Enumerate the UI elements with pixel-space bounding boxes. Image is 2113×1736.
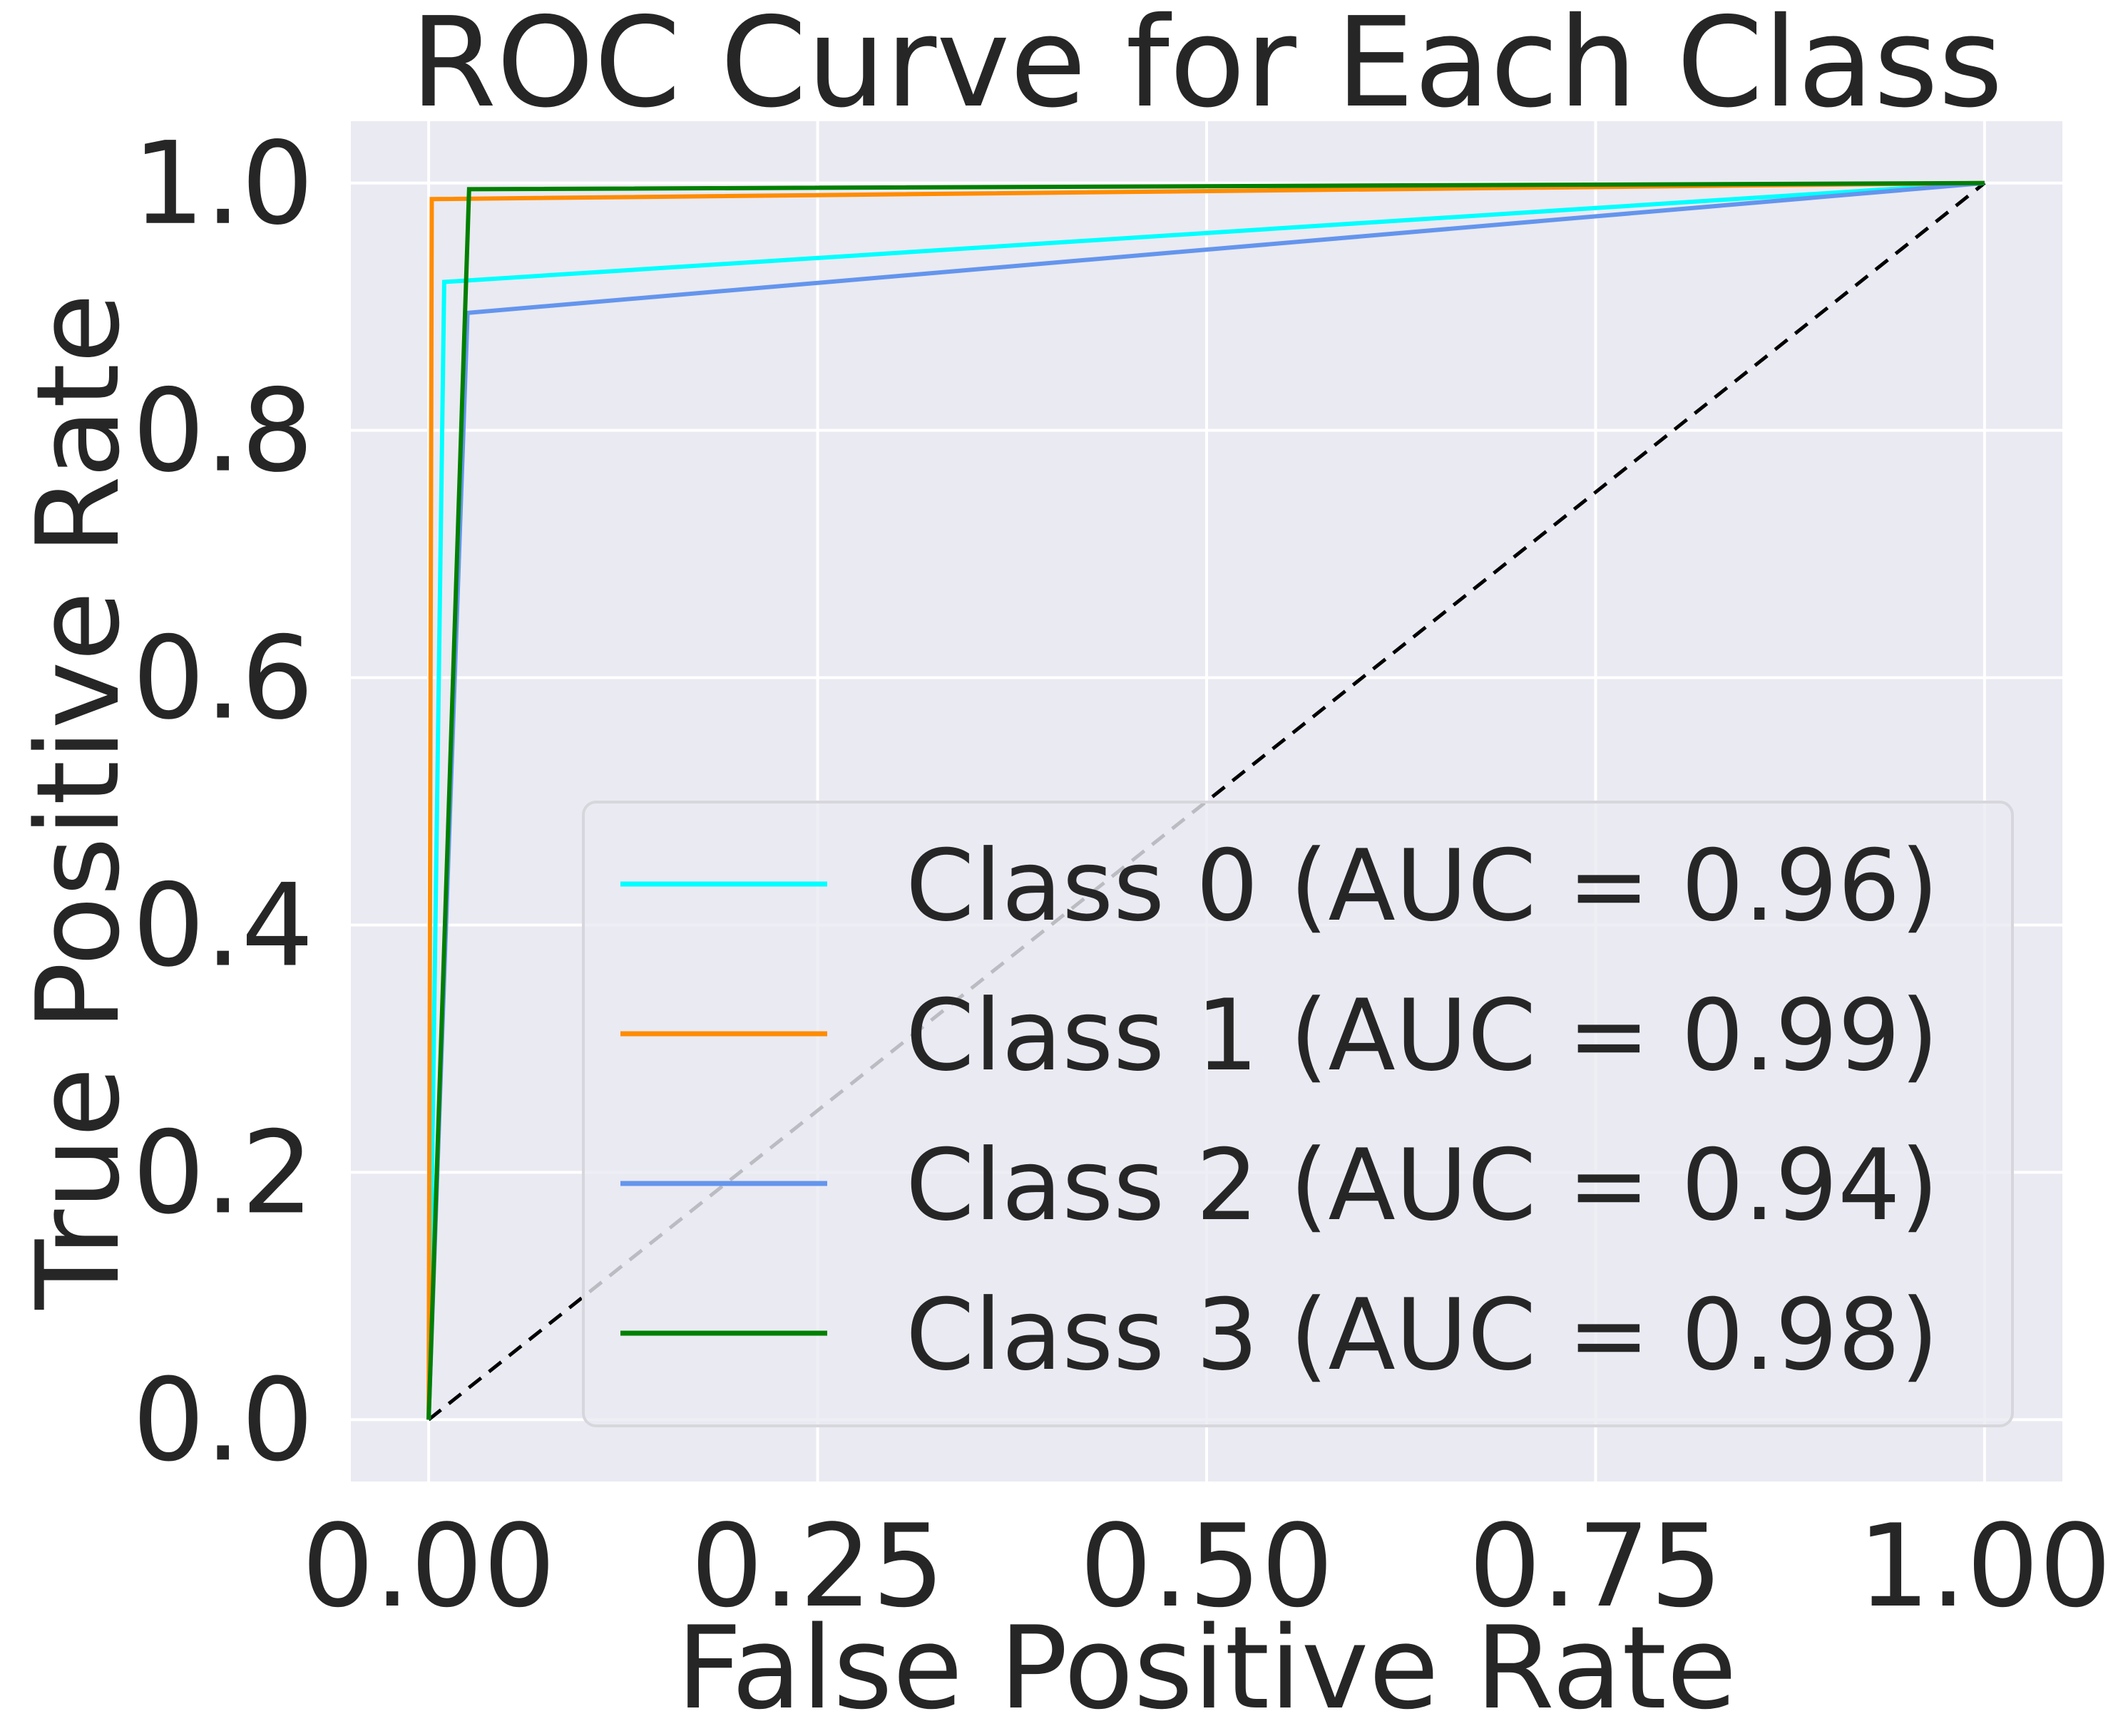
roc-line-class-3 [426, 180, 1985, 1420]
y-tick-label: 0.4 [133, 858, 314, 992]
series-lines [426, 180, 1986, 1422]
x-tick-label: 0.00 [302, 1499, 556, 1633]
legend-label-class-3: Class 3 (AUC = 0.98) [906, 1278, 1939, 1392]
y-tick-label: 0.6 [133, 612, 314, 745]
legend-label-class-0: Class 0 (AUC = 0.96) [906, 828, 1939, 943]
legend: Class 0 (AUC = 0.96) Class 1 (AUC = 0.99)… [582, 801, 2014, 1427]
legend-label-class-1: Class 1 (AUC = 0.99) [906, 978, 1939, 1093]
roc-line-class-0 [426, 180, 1985, 1420]
x-tick-label: 1.00 [1858, 1499, 2112, 1633]
roc-line-class-1 [426, 180, 1985, 1420]
y-axis-title: True Positive Rate [11, 293, 145, 1310]
x-tick-label: 0.50 [1080, 1499, 1334, 1633]
y-tick-labels: 0.0 0.2 0.4 0.6 0.8 1.0 [133, 117, 314, 1487]
x-tick-label: 0.25 [690, 1499, 944, 1633]
y-tick-label: 0.2 [133, 1106, 314, 1239]
chance-diagonal-line [427, 181, 1986, 1422]
x-tick-labels: 0.00 0.25 0.50 0.75 1.00 [302, 1499, 2112, 1633]
legend-box [582, 801, 2014, 1427]
legend-label-class-2: Class 2 (AUC = 0.94) [906, 1128, 1939, 1243]
chart-title: ROC Curve for Each Class [410, 0, 2002, 135]
y-tick-label: 0.8 [133, 364, 314, 498]
y-tick-label: 0.0 [133, 1353, 314, 1486]
x-tick-label: 0.75 [1468, 1499, 1722, 1633]
x-axis-title: False Positive Rate [676, 1601, 1736, 1735]
y-tick-label: 1.0 [133, 117, 314, 250]
